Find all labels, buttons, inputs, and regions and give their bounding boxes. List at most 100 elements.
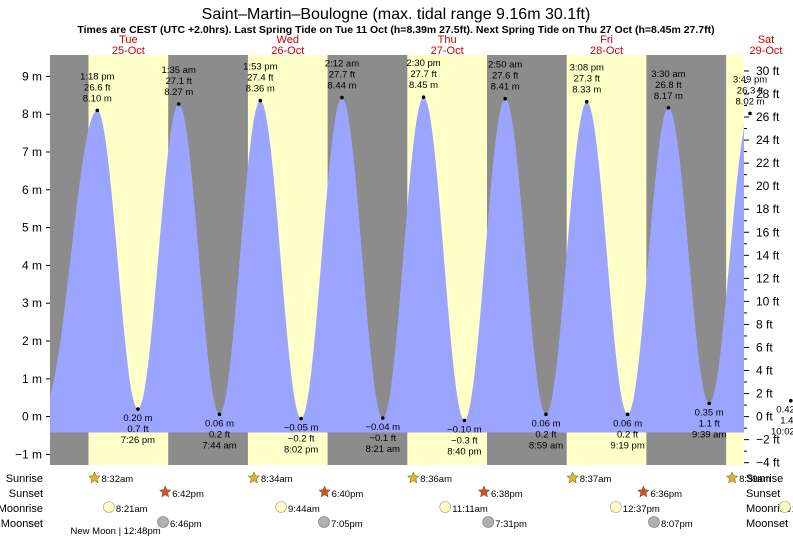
high-m-16: 8.17 m	[654, 91, 683, 102]
high-m-6: 8.36 m	[246, 84, 275, 95]
low-ft-5: 0.2 ft	[209, 429, 230, 440]
moonset-icon-1	[318, 516, 330, 528]
high-m-2: 8.10 m	[83, 93, 112, 104]
moonrise-time-2: 11:11am	[452, 504, 488, 515]
sunset-time-0: 6:42pm	[172, 489, 204, 500]
moonset-label-left: Moonset	[1, 518, 43, 530]
sunrise-icon-4	[725, 471, 739, 484]
ft-label-14: 24 ft	[756, 133, 780, 147]
ft-label-2: 0 ft	[756, 410, 773, 424]
sunrise-icon-0	[88, 471, 101, 484]
m-label-4: 3 m	[22, 296, 42, 310]
high-ft-14: 27.3 ft	[574, 74, 601, 85]
low-m-5: 0.06 m	[205, 418, 234, 429]
moonrise-icon-4	[778, 501, 791, 513]
m-label-9: 8 m	[22, 107, 42, 121]
ft-label-5: 6 ft	[756, 340, 773, 354]
sunrise-time-2: 8:36am	[420, 474, 452, 485]
sunset-icon-1	[318, 485, 331, 498]
sunset-label-right: Sunset	[746, 488, 780, 500]
ft-label-13: 22 ft	[756, 156, 780, 170]
low-ft-11: −0.3 ft	[451, 435, 478, 446]
low-ft-3: 0.7 ft	[127, 424, 148, 435]
sunset-icon-0	[158, 485, 172, 498]
extreme-dot-16	[666, 105, 671, 110]
moonrise-icon-3	[609, 501, 622, 513]
day-name-1: Wed	[277, 34, 299, 46]
extreme-dot-4	[176, 102, 181, 106]
extreme-dot-13	[544, 412, 548, 417]
high-ft-18: 26.3 ft	[737, 85, 764, 96]
low-ft-15: 0.2 ft	[617, 429, 638, 440]
m-label-1: 0 m	[22, 410, 42, 424]
sunrise-icon-1	[247, 471, 261, 484]
y-axis-feet: −4 ft −2 ft 0 ft 2 ft 4 ft 6 ft 8 ft 10 ft 12 ft…	[744, 64, 780, 470]
high-time-10: 2:30 pm	[406, 58, 440, 69]
sun-moon-table: Sunrise Sunset Moonrise Moonset Sunrise …	[0, 471, 793, 537]
day-name-4: Sat	[758, 34, 775, 46]
moonset-icon-2	[482, 516, 495, 528]
moonrise-icon-2	[439, 501, 452, 513]
m-label-0: −1 m	[15, 447, 42, 461]
ft-label-6: 8 ft	[756, 317, 773, 331]
low-m-11: −0.10 m	[447, 424, 482, 435]
extreme-dot-7	[299, 416, 303, 421]
chart-subtitle: Times are CEST (UTC +2.0hrs). Last Sprin…	[77, 24, 714, 36]
high-time-14: 3:08 pm	[570, 63, 604, 74]
ft-label-11: 18 ft	[756, 202, 780, 216]
high-ft-8: 27.7 ft	[329, 70, 356, 81]
ft-label-10: 16 ft	[756, 225, 780, 239]
y-axis-meters: −1 m 0 m 1 m 2 m 3 m 4 m 5 m 6 m 7 m 8 m 9 m	[15, 69, 50, 461]
low-m-7: −0.05 m	[284, 422, 319, 433]
sunrise-time-0: 8:32am	[102, 474, 134, 485]
ft-label-8: 12 ft	[756, 271, 780, 285]
high-time-8: 2:12 am	[325, 59, 359, 70]
low-m-19: 0.42 m	[776, 405, 793, 416]
low-m-17: 0.35 m	[695, 407, 724, 418]
moonset-label-right: Moonset	[746, 518, 788, 530]
day-date-4: 29-Oct	[749, 45, 782, 57]
high-ft-4: 27.1 ft	[166, 76, 193, 87]
day-date-2: 27-Oct	[431, 45, 464, 57]
low-time-9: 8:21 am	[366, 444, 400, 455]
low-m-15: 0.06 m	[613, 418, 642, 429]
day-name-3: Fri	[600, 34, 613, 46]
moonrise-time-0: 8:21am	[116, 504, 148, 515]
m-label-6: 5 m	[22, 221, 42, 235]
extreme-dot-19	[789, 398, 793, 403]
extreme-dot-2	[95, 108, 100, 113]
ft-label-17: 30 ft	[756, 64, 780, 78]
m-label-5: 4 m	[22, 258, 42, 272]
high-time-18: 3:49 pm	[733, 74, 767, 85]
day-date-3: 28-Oct	[590, 45, 623, 57]
m-label-3: 2 m	[22, 334, 42, 348]
extreme-dot-11	[462, 418, 467, 423]
ft-label-16: 28 ft	[756, 87, 780, 101]
moon-phase-0: New Moon | 12:48pm	[71, 526, 161, 537]
extreme-dot-3	[136, 407, 140, 411]
low-ft-7: −0.2 ft	[288, 433, 315, 444]
high-ft-16: 26.8 ft	[655, 80, 682, 91]
high-time-2: 1:18 pm	[80, 71, 114, 82]
high-m-10: 8.45 m	[409, 80, 438, 91]
high-time-6: 1:53 pm	[243, 62, 277, 73]
high-ft-2: 26.6 ft	[84, 82, 111, 93]
ft-label-4: 4 ft	[756, 364, 773, 378]
extreme-dot-15	[625, 412, 630, 417]
moonrise-time-1: 9:44am	[288, 504, 320, 515]
sunrise-icon-3	[566, 471, 580, 484]
m-label-7: 6 m	[22, 183, 42, 197]
moonrise-time-3: 12:37pm	[623, 504, 660, 515]
day-date-1: 26-Oct	[271, 45, 304, 57]
high-time-16: 3:30 am	[651, 69, 685, 80]
tide-curve	[50, 97, 744, 433]
m-label-8: 7 m	[22, 145, 42, 159]
extreme-dot-8	[340, 95, 344, 100]
ft-label-0: −4 ft	[756, 456, 780, 470]
extreme-dot-6	[258, 98, 263, 103]
sunset-icon-2	[477, 485, 491, 498]
moonset-icon-3	[648, 516, 660, 528]
moonset-icon-0	[157, 516, 169, 528]
day-date-0: 25-Oct	[112, 45, 145, 57]
